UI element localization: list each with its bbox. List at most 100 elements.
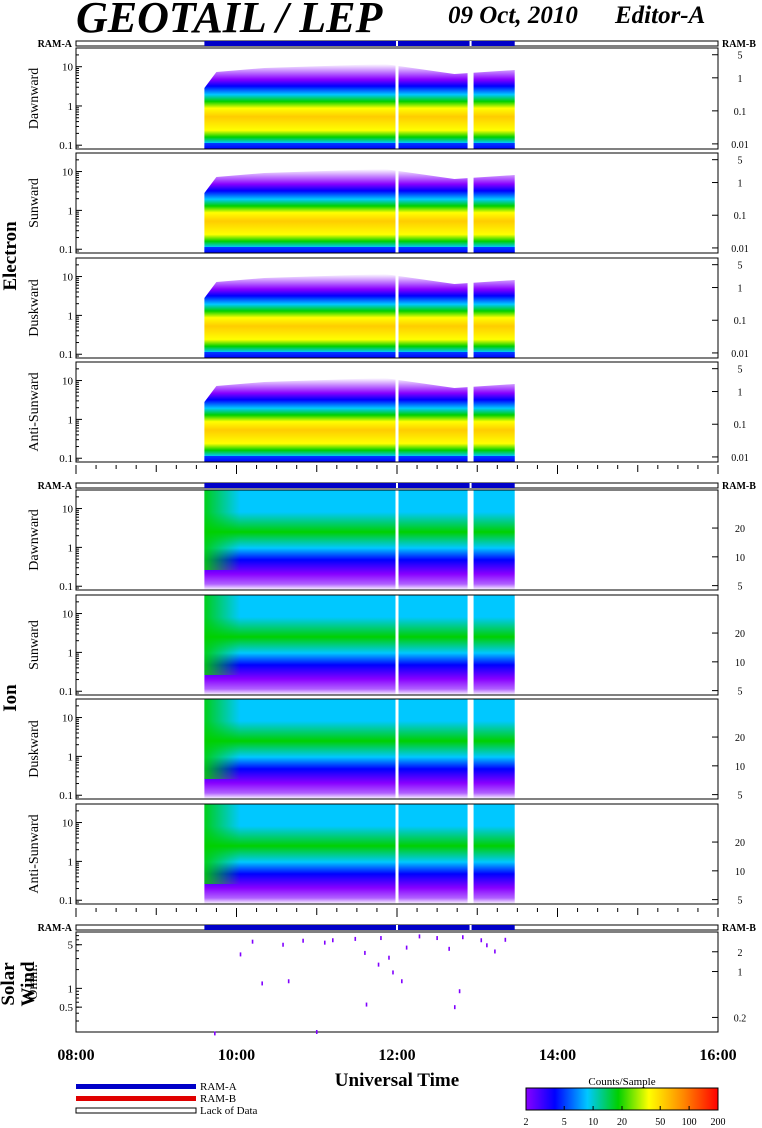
panel-label: Dawnward	[27, 509, 42, 570]
data-point	[315, 1030, 318, 1034]
data-gap-wide	[467, 48, 474, 149]
ram-b-label: RAM-B	[722, 39, 756, 50]
data-gap-wide	[467, 153, 474, 253]
y2-tick-label: 10	[735, 553, 745, 564]
spectrogram-highlight	[204, 804, 325, 884]
panel-frame	[75, 257, 719, 359]
y2-tick-label: 10	[735, 762, 745, 773]
spectrogram-body	[204, 64, 515, 149]
date-label: 09 Oct, 2010	[448, 2, 578, 29]
y2-tick-label: 1	[738, 179, 743, 190]
y2-tick-label: 1	[738, 74, 743, 85]
legend-ram-b-label: RAM-B	[200, 1093, 236, 1105]
y2-tick-label: 0.01	[731, 244, 749, 255]
data-gap	[395, 258, 399, 358]
panel-frame	[75, 931, 719, 1033]
panel-label: Duskward	[27, 720, 42, 778]
spectrogram-floor	[204, 247, 515, 253]
x-tick-label: 12:00	[378, 1047, 415, 1064]
y-tick-label: 0.1	[59, 349, 73, 361]
ram-gap	[469, 41, 472, 46]
ram-gap	[469, 483, 472, 488]
x-tick-label: 08:00	[57, 1047, 94, 1064]
spectrogram-highlight	[204, 595, 325, 675]
ram-gap	[469, 925, 472, 930]
ram-a-label: RAM-A	[38, 481, 73, 492]
y2-tick-label: 0.01	[731, 349, 749, 360]
y2-tick-label: 0.1	[734, 211, 747, 222]
panels: RAM-A RAM-B Electron 10 1 0.1 5 1 0.1 0.01 Dawnwar…	[0, 39, 756, 1036]
panel-label: Sunward	[27, 178, 42, 228]
data-gap-wide	[467, 699, 474, 799]
y-tick-label: 0.1	[59, 581, 73, 593]
y2-tick-label: 10	[735, 867, 745, 878]
y2-tick-label: 1	[738, 968, 743, 979]
colorbar-tick-label: 20	[617, 1117, 627, 1128]
ram-a-coverage	[204, 483, 515, 488]
ram-b-label: RAM-B	[722, 923, 756, 934]
data-point	[251, 939, 254, 944]
y-tick-label: 10	[62, 504, 74, 516]
panel-frame	[75, 489, 719, 591]
ram-a-coverage	[204, 41, 515, 46]
panel-frame	[75, 698, 719, 800]
spectrogram-body	[204, 274, 515, 358]
spectrogram-body	[204, 378, 515, 462]
colorbar-tick-label: 10	[588, 1117, 598, 1128]
y2-tick-label: 5	[738, 791, 743, 802]
data-point	[332, 938, 334, 943]
y-tick-label: 1	[68, 101, 74, 113]
data-gap	[395, 490, 399, 590]
y2-tick-label: 0.1	[734, 316, 747, 327]
y-tick-label: 1	[68, 542, 74, 554]
y2-tick-label: 1	[738, 388, 743, 399]
panel-frame	[75, 152, 719, 254]
x-tick-label: 16:00	[699, 1047, 736, 1064]
y2-tick-label: 20	[735, 629, 745, 640]
spectrogram-floor	[204, 456, 515, 462]
data-point	[287, 979, 290, 984]
data-point	[418, 934, 421, 939]
group-electron: RAM-A RAM-B Electron 10 1 0.1 5 1 0.1 0.01 Dawnwar…	[0, 39, 756, 465]
x-tick-label: 14:00	[539, 1047, 576, 1064]
page-title: GEOTAIL / LEP	[76, 0, 383, 42]
y-tick-label: 1	[68, 647, 74, 659]
y2-tick-label: 20	[735, 524, 745, 535]
colorbar-tick-label: 100	[682, 1117, 697, 1128]
legend-lack-swatch	[75, 1107, 197, 1114]
legend-lack-label: Lack of Data	[200, 1105, 258, 1117]
y-tick-label: 0.5	[59, 1002, 73, 1014]
y2-tick-label: 5	[738, 687, 743, 698]
y-tick-label: 0.1	[59, 140, 73, 152]
y2-tick-label: 20	[735, 733, 745, 744]
y-tick-label: 10	[62, 376, 74, 388]
y2-tick-label: 20	[735, 838, 745, 849]
spectrogram-floor	[204, 143, 515, 149]
y2-tick-label: 5	[738, 896, 743, 907]
y-tick-label: 1	[68, 751, 74, 763]
group-label-line: Solar	[0, 962, 19, 1006]
group-label: Electron	[0, 221, 21, 291]
data-point	[323, 940, 326, 945]
data-point	[480, 938, 483, 943]
group-label-line: Wind	[18, 961, 39, 1007]
panel-label: Duskward	[27, 279, 42, 337]
colorbar: Counts/Sample 2 5 10 20 50 100 200	[524, 1076, 726, 1128]
y2-tick-label: 0.01	[731, 453, 749, 464]
data-point	[453, 1005, 456, 1010]
y-tick-label: 0.1	[59, 895, 73, 907]
group-label: Ion	[0, 684, 21, 712]
data-point	[486, 943, 488, 948]
data-point	[388, 955, 390, 960]
y-tick-label: 10	[62, 818, 74, 830]
group-solar-wind: RAM-A RAM-B SolarWind 5 1 0.5 2 1 0.2 Omni.	[0, 923, 756, 1036]
panel-label: Anti-Sunward	[27, 372, 42, 451]
colorbar-tick-label: 200	[711, 1117, 726, 1128]
y2-tick-label: 5	[738, 582, 743, 593]
panel-frame	[75, 47, 719, 150]
y-tick-label: 0.1	[59, 244, 73, 256]
legend: RAM-A RAM-B Lack of Data	[75, 1081, 258, 1117]
spectrogram-highlight	[204, 490, 325, 570]
ram-b-label: RAM-B	[722, 481, 756, 492]
